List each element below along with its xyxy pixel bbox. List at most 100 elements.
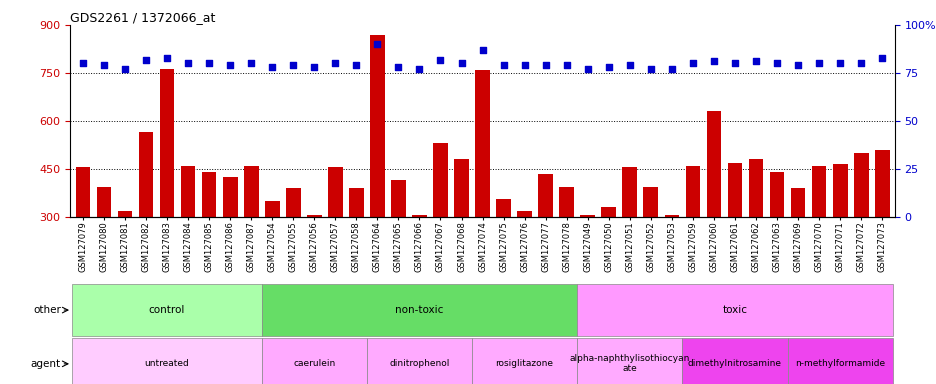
Bar — [243, 166, 258, 217]
Bar — [370, 35, 385, 217]
Bar — [285, 188, 300, 217]
Point — [726, 60, 741, 66]
Text: alpha-naphthylisothiocyan
ate: alpha-naphthylisothiocyan ate — [569, 354, 689, 373]
Point — [706, 58, 721, 65]
Point — [223, 62, 238, 68]
FancyBboxPatch shape — [787, 338, 892, 384]
FancyBboxPatch shape — [72, 284, 261, 336]
Point — [601, 64, 616, 70]
Bar — [390, 180, 405, 217]
Point — [75, 60, 90, 66]
Bar — [96, 187, 111, 217]
Point — [328, 60, 343, 66]
Text: rosiglitazone: rosiglitazone — [495, 359, 553, 368]
Bar — [412, 215, 427, 217]
Bar — [706, 111, 721, 217]
Bar — [265, 201, 279, 217]
Point — [643, 66, 658, 72]
Text: control: control — [149, 305, 185, 315]
Point — [117, 66, 132, 72]
Text: caerulein: caerulein — [293, 359, 335, 368]
Point — [684, 60, 699, 66]
Bar — [328, 167, 343, 217]
FancyBboxPatch shape — [577, 338, 681, 384]
Bar — [118, 211, 132, 217]
Bar — [874, 150, 888, 217]
Point — [559, 62, 574, 68]
Bar — [727, 162, 741, 217]
Bar — [454, 159, 468, 217]
Point — [874, 55, 889, 61]
Bar — [748, 159, 763, 217]
Bar — [517, 210, 532, 217]
Text: non-toxic: non-toxic — [395, 305, 443, 315]
FancyBboxPatch shape — [577, 284, 892, 336]
Point — [811, 60, 826, 66]
Point — [790, 62, 805, 68]
Text: untreated: untreated — [144, 359, 189, 368]
Point — [390, 64, 405, 70]
Bar — [832, 164, 846, 217]
Point — [748, 58, 763, 65]
Point — [243, 60, 258, 66]
Text: dinitrophenol: dinitrophenol — [388, 359, 449, 368]
Point — [517, 62, 532, 68]
Bar — [76, 167, 90, 217]
Point — [348, 62, 363, 68]
Point — [139, 56, 154, 63]
Bar — [201, 172, 216, 217]
Bar — [643, 187, 657, 217]
FancyBboxPatch shape — [367, 338, 472, 384]
Text: n-methylformamide: n-methylformamide — [795, 359, 885, 368]
Point — [664, 66, 679, 72]
Bar — [579, 215, 594, 217]
Point — [201, 60, 216, 66]
Bar — [348, 188, 363, 217]
Bar — [475, 70, 490, 217]
Bar — [601, 207, 616, 217]
Point — [412, 66, 427, 72]
FancyBboxPatch shape — [261, 338, 367, 384]
Point — [475, 47, 490, 53]
Point — [432, 56, 447, 63]
Bar — [622, 167, 636, 217]
FancyBboxPatch shape — [72, 338, 261, 384]
FancyBboxPatch shape — [681, 338, 787, 384]
Point — [159, 55, 174, 61]
Point — [265, 64, 280, 70]
Text: dimethylnitrosamine: dimethylnitrosamine — [687, 359, 782, 368]
Bar — [664, 215, 679, 217]
Bar — [496, 199, 510, 217]
Bar — [139, 132, 154, 217]
Bar — [811, 166, 826, 217]
Point — [579, 66, 594, 72]
Bar — [559, 187, 574, 217]
Point — [622, 62, 636, 68]
Text: agent: agent — [31, 359, 61, 369]
Point — [306, 64, 321, 70]
FancyBboxPatch shape — [472, 338, 577, 384]
Point — [495, 62, 510, 68]
Bar — [159, 69, 174, 217]
Point — [370, 41, 385, 47]
Point — [454, 60, 469, 66]
Point — [768, 60, 783, 66]
Point — [537, 62, 552, 68]
Text: toxic: toxic — [722, 305, 747, 315]
Bar — [790, 188, 805, 217]
Point — [853, 60, 868, 66]
Point — [181, 60, 196, 66]
Text: other: other — [33, 305, 61, 315]
Point — [285, 62, 300, 68]
Bar — [432, 143, 447, 217]
Bar — [181, 166, 196, 217]
Text: GDS2261 / 1372066_at: GDS2261 / 1372066_at — [70, 11, 215, 24]
Bar — [853, 153, 868, 217]
Point — [96, 62, 111, 68]
Bar — [223, 177, 237, 217]
Bar — [768, 172, 783, 217]
Bar — [537, 174, 552, 217]
Point — [832, 60, 847, 66]
FancyBboxPatch shape — [261, 284, 577, 336]
Bar — [307, 215, 321, 217]
